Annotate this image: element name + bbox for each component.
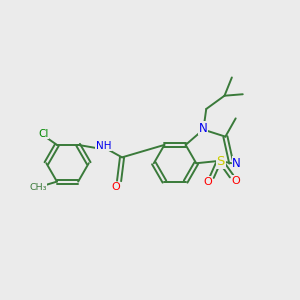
- Text: CH₃: CH₃: [29, 183, 46, 192]
- Text: O: O: [232, 176, 240, 186]
- Text: N: N: [199, 122, 208, 135]
- Text: O: O: [111, 182, 120, 192]
- Text: NH: NH: [96, 141, 111, 151]
- Text: S: S: [217, 155, 225, 168]
- Text: Cl: Cl: [38, 129, 49, 139]
- Text: O: O: [203, 176, 212, 187]
- Text: N: N: [232, 157, 241, 169]
